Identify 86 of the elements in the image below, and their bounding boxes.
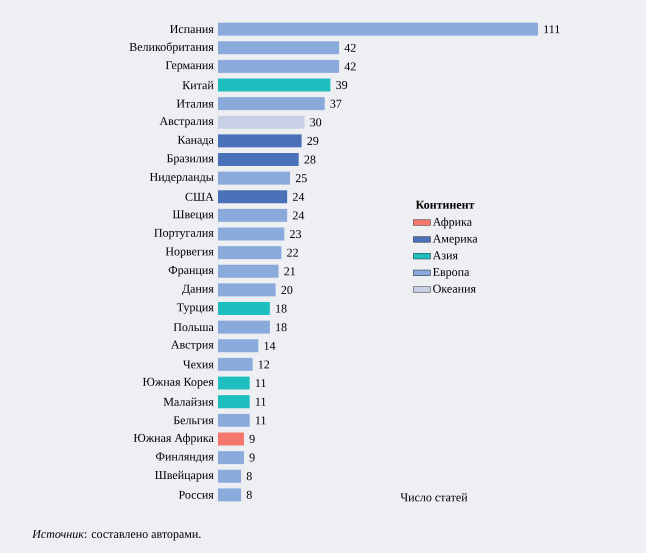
data-label: 9: [250, 454, 255, 462]
data-label: 24: [292, 211, 304, 220]
y-tick-label: Южная Африка: [134, 433, 214, 444]
bar: [218, 414, 250, 427]
bar: [218, 320, 270, 334]
y-tick-label: Малайзия: [164, 398, 214, 406]
y-tick-label: Австралия: [160, 117, 214, 128]
y-tick-label: Китай: [182, 80, 214, 90]
y-tick-label: Россия: [178, 490, 214, 499]
data-label: 21: [284, 267, 296, 276]
data-label: 18: [276, 304, 287, 313]
data-label: 11: [256, 398, 266, 406]
y-tick-label: Канада: [178, 136, 214, 146]
legend-title: Континент: [416, 200, 474, 209]
y-tick-label: Турция: [176, 303, 214, 314]
y-tick-label: Швеция: [172, 210, 214, 221]
y-tick-label: Нидерланды: [150, 172, 214, 184]
legend-label: Африка: [432, 217, 472, 228]
data-label: 8: [246, 490, 252, 499]
data-label: 23: [290, 230, 302, 238]
bar: [218, 246, 282, 260]
y-tick-label: Франция: [168, 266, 214, 277]
data-label: 30: [310, 118, 322, 126]
data-label: 37: [330, 100, 342, 108]
bar: [218, 172, 290, 185]
data-label: 111: [544, 25, 560, 34]
data-label: 20: [281, 286, 292, 294]
data-label: 8: [246, 472, 252, 480]
y-tick-label: Польша: [174, 323, 214, 332]
bar: [218, 190, 288, 204]
bar: [218, 470, 242, 483]
data-label: 25: [296, 174, 307, 182]
text: Источник: составлено авторами.: [32, 530, 201, 540]
y-tick-label: Бразилия: [166, 154, 214, 165]
legend-label: Азия: [432, 251, 458, 260]
data-label: 28: [304, 156, 316, 164]
y-tick-label: Бельгия: [174, 416, 214, 424]
data-label: 11: [256, 379, 266, 388]
y-tick-label: Испания: [170, 25, 214, 34]
bar: [218, 358, 253, 371]
bar: [218, 22, 538, 36]
y-tick-label: Италия: [176, 100, 214, 108]
bar: [218, 97, 325, 110]
data-label: 9: [250, 434, 255, 443]
y-tick-label: Великобритания: [130, 42, 214, 54]
bar: [218, 60, 340, 73]
data-label: 42: [344, 44, 356, 52]
y-tick-label: Австрия: [170, 340, 214, 352]
bar: [218, 376, 250, 390]
bar: [218, 228, 284, 241]
bar: [218, 488, 242, 502]
data-label: 22: [287, 248, 298, 257]
bar: [218, 41, 340, 54]
y-tick-label: Чехия: [183, 360, 214, 368]
bar: [218, 302, 270, 316]
data-label: 14: [264, 342, 276, 350]
legend-label: Европа: [433, 268, 470, 278]
x-axis-title: Число статей: [400, 493, 468, 502]
bar: [218, 264, 279, 278]
y-tick-label: Дания: [182, 284, 214, 296]
y-tick-label: Португалия: [154, 228, 214, 240]
legend-label: Океания: [433, 284, 476, 293]
data-label: 11: [256, 416, 266, 424]
bar: [218, 283, 276, 296]
y-tick-label: Южная Корея: [142, 378, 214, 388]
data-label: 42: [344, 62, 356, 70]
bar: [218, 432, 244, 446]
y-tick-label: США: [186, 192, 214, 201]
data-label: 18: [276, 323, 287, 332]
bar: [218, 451, 244, 464]
bar: [218, 153, 299, 166]
bar: [218, 78, 330, 92]
data-label: 39: [336, 81, 348, 90]
data-label: 12: [258, 360, 270, 368]
y-tick-label: Норвегия: [166, 247, 214, 258]
bar: [218, 208, 288, 222]
legend-label: Америка: [432, 234, 478, 246]
bar: [218, 116, 304, 129]
data-label: 29: [307, 136, 318, 145]
y-tick-label: Германия: [166, 61, 214, 72]
data-label: 24: [292, 192, 304, 201]
y-tick-label: Финляндия: [156, 452, 214, 463]
bar: [218, 134, 302, 148]
bar: [218, 339, 258, 352]
y-tick-label: Швейцария: [155, 470, 214, 482]
bar: [218, 395, 250, 408]
